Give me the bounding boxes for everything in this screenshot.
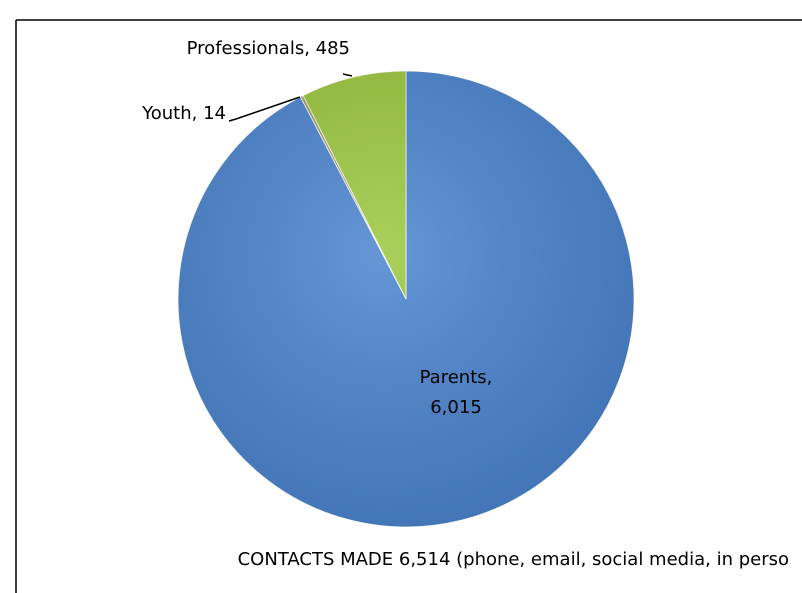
data-label-line: Parents,: [420, 367, 493, 388]
caption: CONTACTS MADE 6,514 (phone, email, socia…: [238, 549, 789, 570]
leader-line: [228, 96, 301, 122]
data-label: Professionals, 485: [187, 38, 350, 59]
data-label: Parents, 6,015: [420, 367, 493, 418]
data-label: Youth, 14: [141, 103, 226, 124]
leader-line: [342, 73, 353, 77]
data-label-line: 6,015: [430, 397, 482, 418]
